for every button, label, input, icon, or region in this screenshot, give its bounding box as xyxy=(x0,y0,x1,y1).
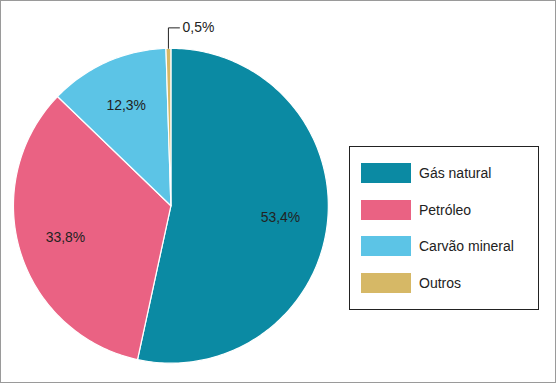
html-text:Carvão mineral: Carvão mineral xyxy=(419,238,514,255)
html-text:Outros: Outros xyxy=(419,274,461,291)
svg-text:53,4%: 53,4% xyxy=(261,209,301,225)
svg-text:12,3%: 12,3% xyxy=(106,96,146,112)
html-text:Gás natural: Gás natural xyxy=(419,165,492,182)
svg-text:0,5%: 0,5% xyxy=(183,19,215,35)
svg-text:33,8%: 33,8% xyxy=(46,229,86,245)
html-text:Petróleo: Petróleo xyxy=(419,201,472,218)
